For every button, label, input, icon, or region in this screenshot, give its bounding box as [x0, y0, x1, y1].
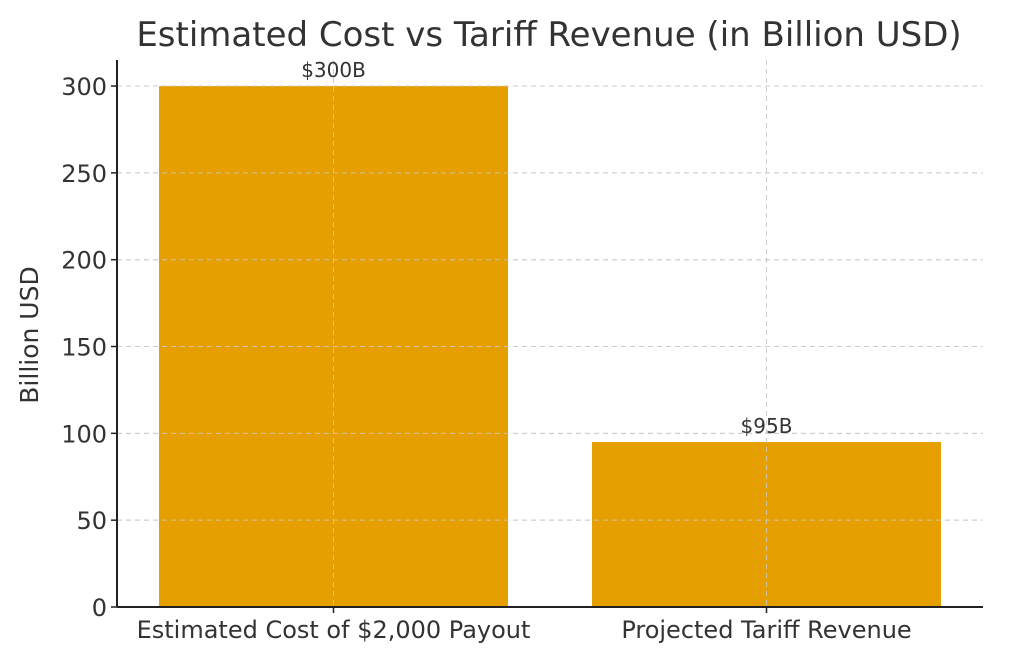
x-tick-label-0: Estimated Cost of $2,000 Payout [137, 616, 531, 644]
data-labels: $300B $95B [301, 58, 792, 438]
grid-overlay [117, 60, 983, 607]
axes [111, 60, 983, 613]
data-label-1: $95B [741, 414, 793, 438]
data-label-0: $300B [301, 58, 366, 82]
tick-labels: 0 50 100 150 200 250 300 Estimated Cost of $2,0… [61, 73, 911, 644]
y-tick-label-300: 300 [61, 73, 107, 101]
y-tick-label-250: 250 [61, 160, 107, 188]
x-tick-label-1: Projected Tariff Revenue [621, 616, 911, 644]
y-tick-label-100: 100 [61, 420, 107, 448]
y-tick-label-150: 150 [61, 334, 107, 362]
y-axis-label: Billion USD [15, 266, 44, 403]
y-tick-label-50: 50 [76, 507, 107, 535]
y-tick-label-200: 200 [61, 247, 107, 275]
y-tick-label-0: 0 [92, 594, 107, 622]
chart-title: Estimated Cost vs Tariff Revenue (in Bil… [136, 15, 961, 55]
